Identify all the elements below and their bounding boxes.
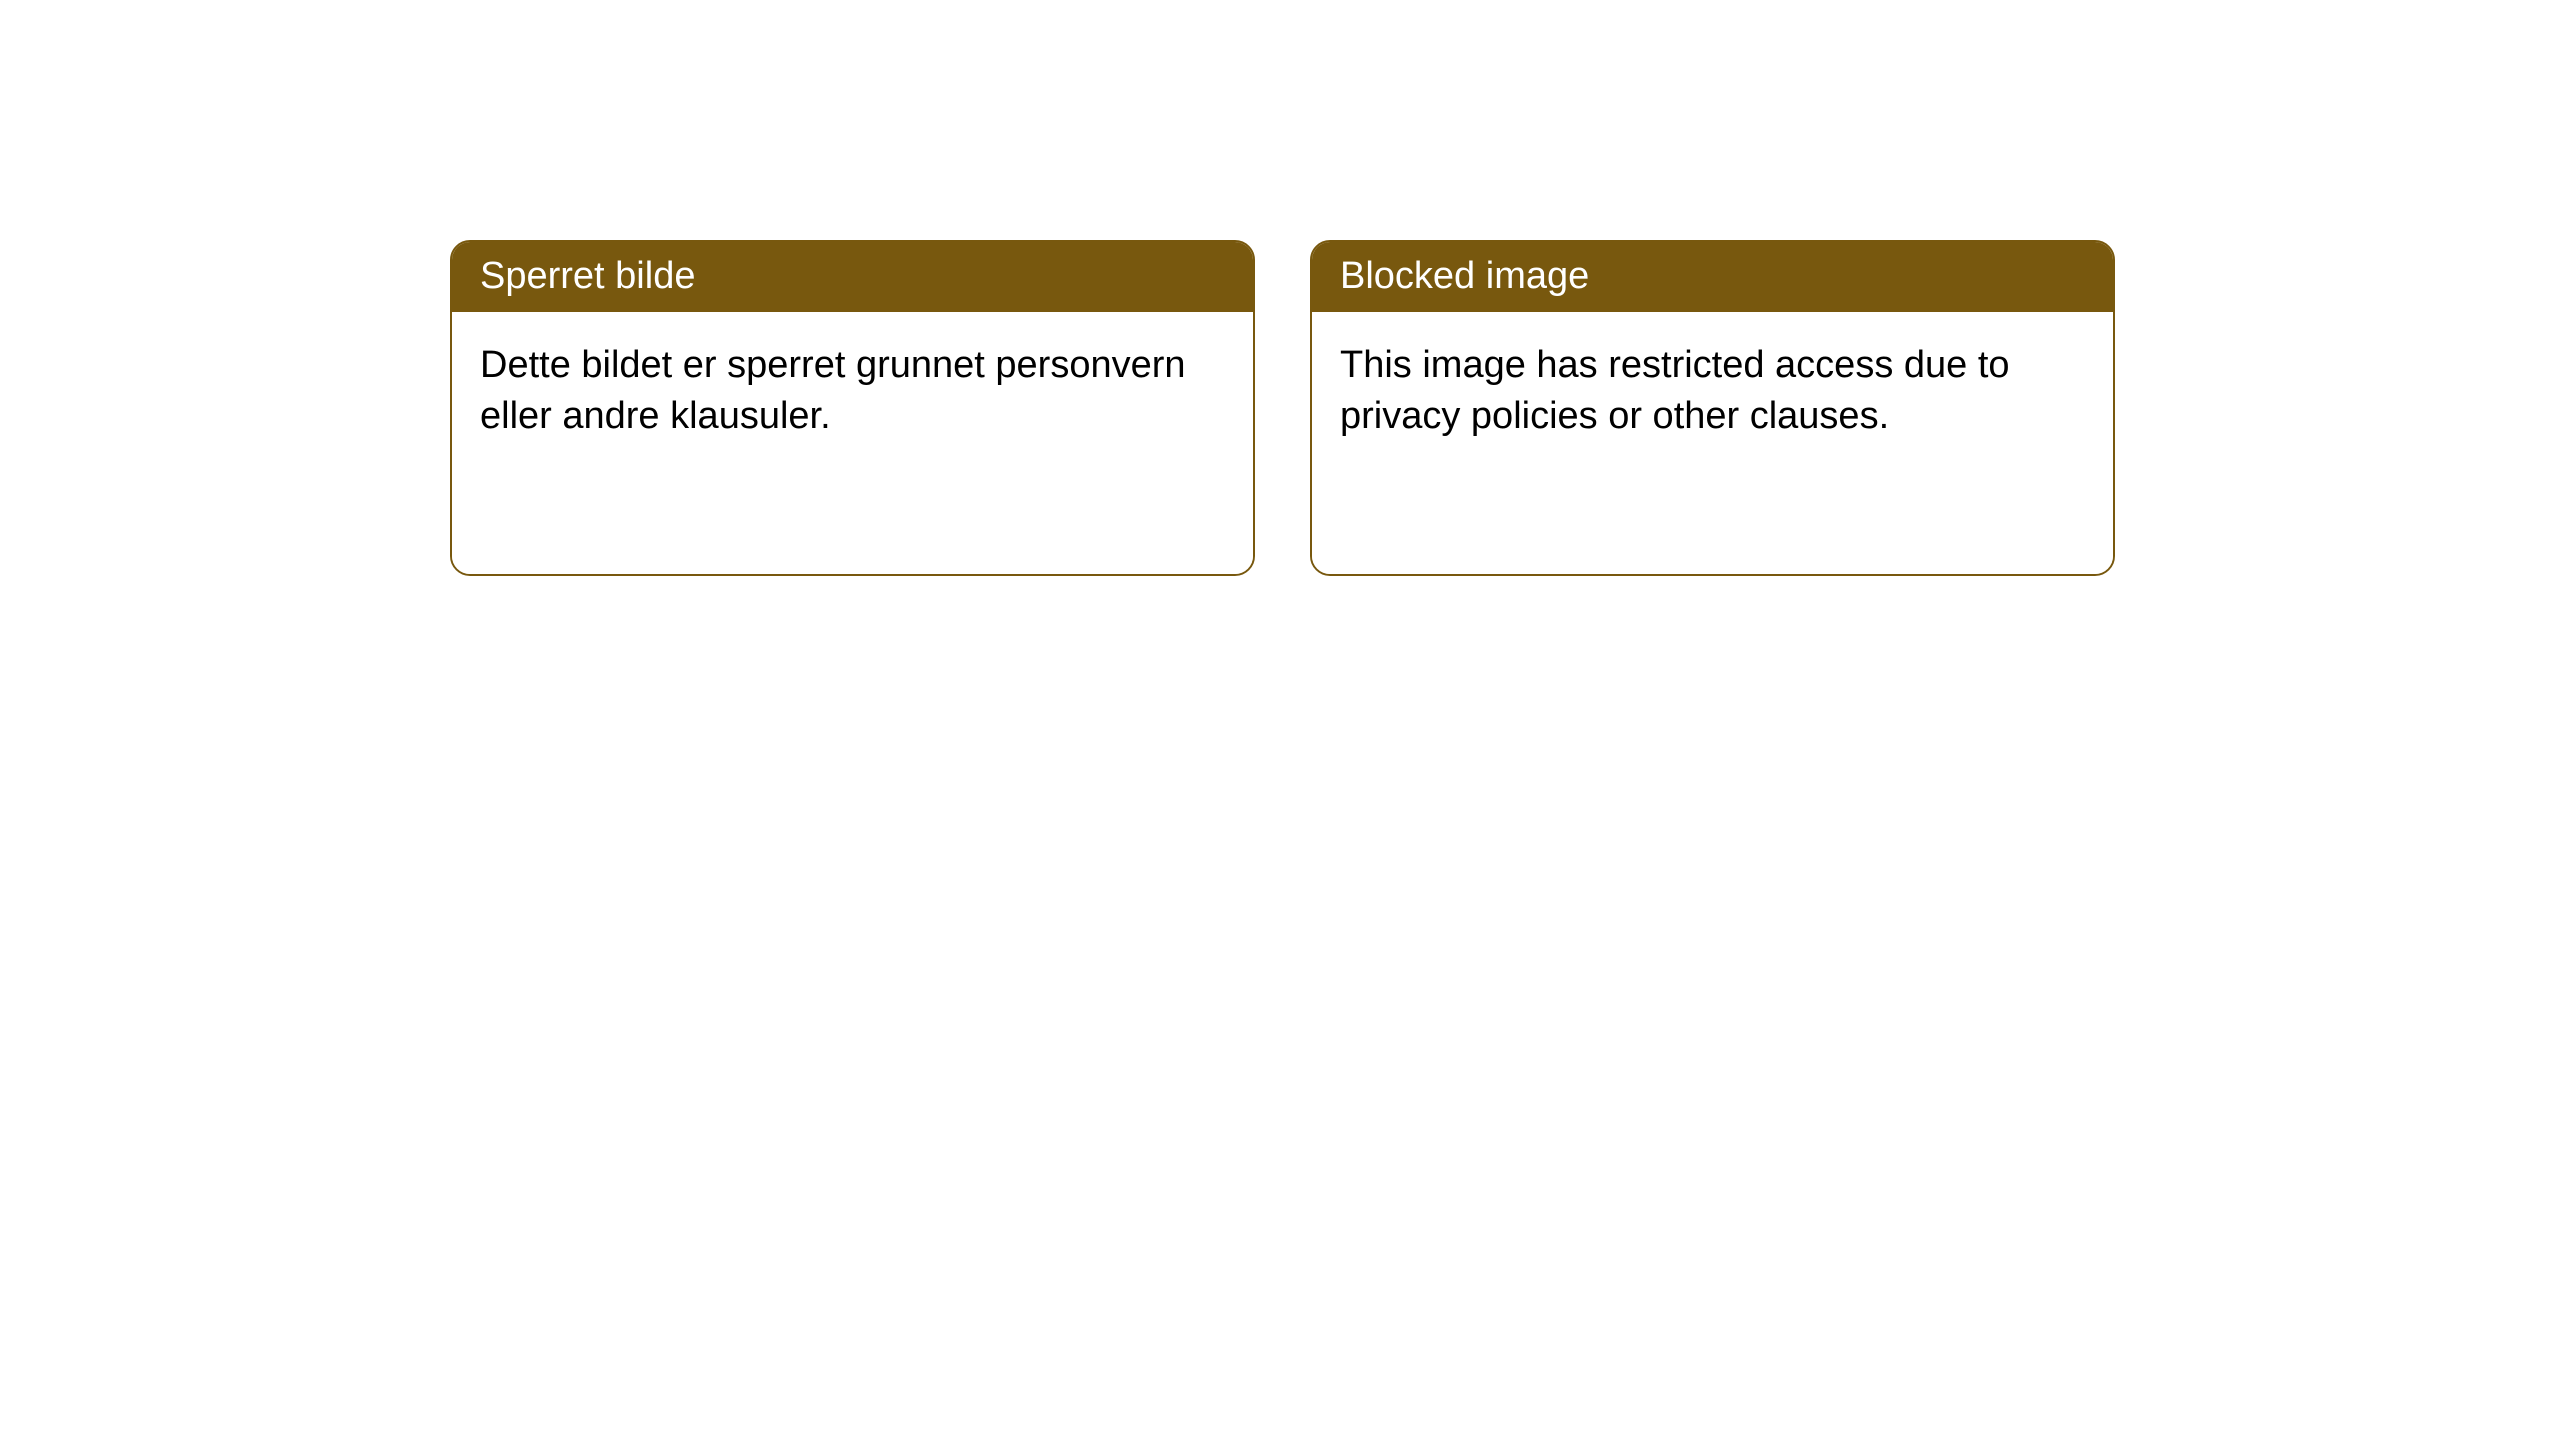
- notice-title-en: Blocked image: [1340, 255, 1589, 297]
- notice-box-no: Sperret bilde Dette bildet er sperret gr…: [450, 240, 1255, 576]
- notice-title-no: Sperret bilde: [480, 255, 695, 297]
- notice-header-en: Blocked image: [1312, 242, 2113, 312]
- notice-container: Sperret bilde Dette bildet er sperret gr…: [450, 240, 2115, 576]
- notice-header-no: Sperret bilde: [452, 242, 1253, 312]
- notice-text-no: Dette bildet er sperret grunnet personve…: [480, 344, 1186, 437]
- notice-body-no: Dette bildet er sperret grunnet personve…: [452, 312, 1253, 574]
- notice-text-en: This image has restricted access due to …: [1340, 344, 2010, 437]
- notice-box-en: Blocked image This image has restricted …: [1310, 240, 2115, 576]
- notice-body-en: This image has restricted access due to …: [1312, 312, 2113, 574]
